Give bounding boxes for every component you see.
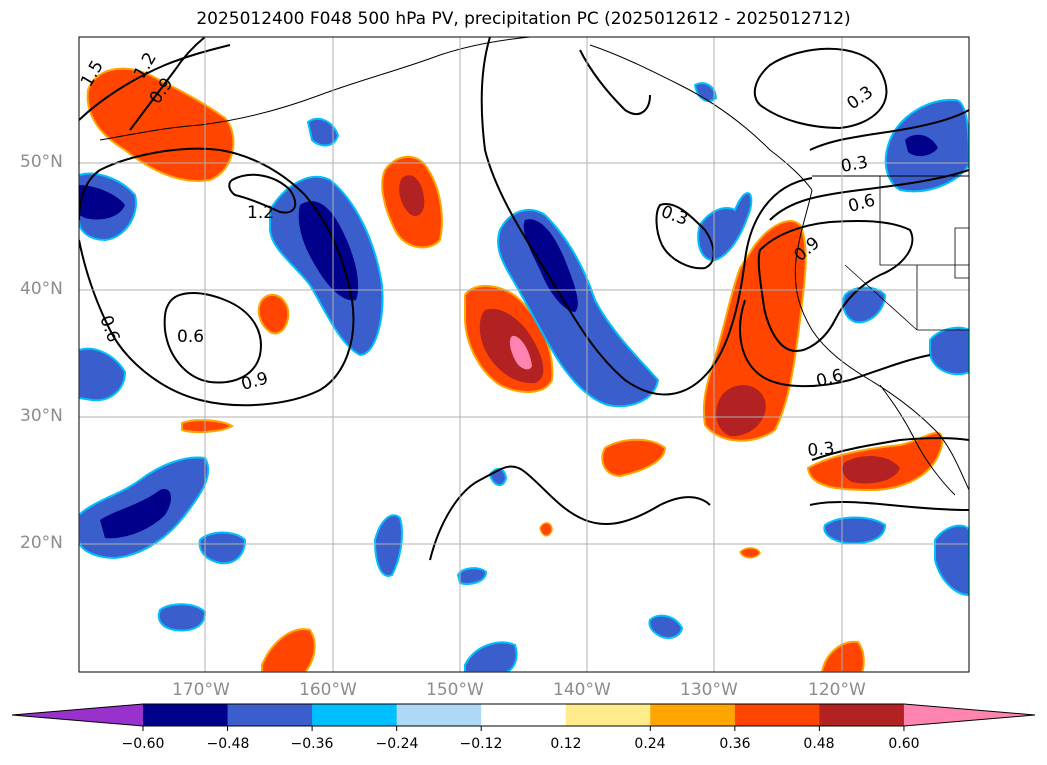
colorbar-tick-label: −0.36 bbox=[290, 736, 334, 752]
colorbar-segment bbox=[481, 704, 567, 726]
colorbar-segment bbox=[312, 704, 398, 726]
colorbar-extend-low bbox=[12, 704, 143, 726]
precip-blob-132w-south bbox=[601, 438, 667, 478]
pv-contour-inner-west bbox=[163, 292, 262, 384]
pv-contour-trough-2 bbox=[655, 203, 715, 270]
colorbar-segment bbox=[650, 704, 736, 726]
precip-blob-south-160w bbox=[261, 628, 316, 672]
precip-blob-se-cool bbox=[934, 524, 969, 597]
precip-core-130w bbox=[716, 384, 766, 437]
pv-contour-0.6-east-2 bbox=[739, 299, 931, 388]
precip-core-158w bbox=[298, 201, 359, 301]
precip-blob-ca-cool bbox=[842, 286, 887, 324]
lon-label-170w: 170°W bbox=[172, 680, 230, 700]
colorbar-segment bbox=[227, 704, 313, 726]
pv-contour-central bbox=[429, 465, 711, 561]
precip-blob-small-2 bbox=[539, 522, 553, 537]
lat-label-50n: 50°N bbox=[20, 152, 63, 172]
precip-blob-south-120w bbox=[820, 640, 865, 672]
precip-peak-147w bbox=[509, 335, 532, 370]
precip-blob-sunbaja-cool bbox=[823, 516, 887, 545]
lon-label-150w: 150°W bbox=[426, 680, 484, 700]
precip-blob-e-cool bbox=[929, 326, 969, 376]
pv-contour-0.3-east bbox=[811, 437, 969, 461]
colorbar-tick-label: −0.48 bbox=[206, 736, 250, 752]
precip-blob-south-cool bbox=[157, 603, 207, 632]
precip-blob-south-cool-3 bbox=[648, 614, 684, 639]
lat-label-20n: 20°N bbox=[20, 533, 63, 553]
figure-title: 2025012400 F048 500 hPa PV, precipitatio… bbox=[196, 9, 851, 29]
alaska-panhandle-coast bbox=[589, 44, 813, 191]
map-frame bbox=[78, 36, 970, 673]
pv-contour-0.6-east bbox=[769, 169, 969, 221]
lon-label-120w: 120°W bbox=[808, 680, 866, 700]
state-border-bc bbox=[954, 227, 969, 279]
colorbar-tick-label: 0.60 bbox=[888, 736, 920, 752]
colorbar-tick-label: 0.12 bbox=[550, 736, 582, 752]
contour-label: 1.2 bbox=[247, 203, 274, 223]
lon-label-130w: 130°W bbox=[680, 680, 738, 700]
precip-blob-west-30n bbox=[79, 347, 127, 402]
precip-core-ne bbox=[905, 134, 938, 157]
us-west-coast bbox=[794, 189, 969, 491]
pv-contours bbox=[79, 37, 969, 561]
colorbar-segment bbox=[565, 704, 651, 726]
pv-contour-alaska bbox=[579, 49, 651, 115]
precip-blob-small-3 bbox=[456, 567, 488, 585]
pv-contour-outer-west bbox=[79, 147, 355, 407]
precip-blob-170w-south bbox=[198, 531, 247, 565]
colorbar-tick-label: −0.12 bbox=[459, 736, 503, 752]
map-area: 1.5 1.2 0.9 1.2 0.6 0.6 0.9 0.3 0.3 0.3 … bbox=[79, 37, 969, 672]
colorbar-segment bbox=[819, 704, 905, 726]
pv-contour-trough-1 bbox=[480, 37, 813, 396]
colorbar-segment bbox=[143, 704, 229, 726]
baja-coast bbox=[879, 384, 956, 496]
contour-label: 0.3 bbox=[807, 439, 836, 461]
pv-contour-nw-2 bbox=[129, 37, 206, 131]
colorbar-segment bbox=[396, 704, 482, 726]
colorbar-tick-label: 0.48 bbox=[803, 736, 835, 752]
pv-contour-0.9-east bbox=[757, 219, 914, 352]
precip-core-163w bbox=[399, 175, 425, 217]
contour-label: 0.6 bbox=[177, 327, 204, 347]
contour-label: 0.3 bbox=[839, 153, 869, 177]
lon-label-140w: 140°W bbox=[553, 680, 611, 700]
precip-blob-small-1 bbox=[739, 547, 761, 559]
precip-blob-165w bbox=[257, 293, 290, 335]
colorbar-tick-label: −0.24 bbox=[375, 736, 419, 752]
pv-contour-0.3-ne bbox=[809, 109, 969, 151]
positive-precip-fields bbox=[86, 67, 944, 672]
state-borders bbox=[844, 176, 969, 331]
lat-label-30n: 30°N bbox=[20, 406, 63, 426]
lon-label-160w: 160°W bbox=[299, 680, 357, 700]
pv-contour-1.2-west bbox=[228, 173, 297, 214]
pv-contour-nw bbox=[79, 44, 231, 121]
pv-contour-ne-0.3 bbox=[753, 47, 888, 130]
pv-contour-0.3-lower bbox=[809, 500, 969, 511]
lat-label-40n: 40°N bbox=[20, 279, 63, 299]
colorbar-tick-label: −0.60 bbox=[121, 736, 165, 752]
precip-blob-hawaii bbox=[373, 514, 403, 577]
colorbar-segment bbox=[734, 704, 820, 726]
precip-blob-178w-small bbox=[181, 419, 234, 434]
colorbar-extend-high bbox=[903, 704, 1035, 726]
precip-blob-small-5 bbox=[306, 117, 340, 147]
precip-core-sw bbox=[100, 489, 172, 539]
graticule bbox=[79, 37, 969, 672]
precip-core-144w bbox=[523, 219, 578, 312]
precip-core-nw-cool bbox=[79, 185, 125, 220]
colorbar-tick-label: 0.24 bbox=[634, 736, 666, 752]
colorbar bbox=[11, 703, 1036, 731]
precip-core-118w bbox=[842, 456, 900, 484]
colorbar-tick-label: 0.36 bbox=[719, 736, 751, 752]
